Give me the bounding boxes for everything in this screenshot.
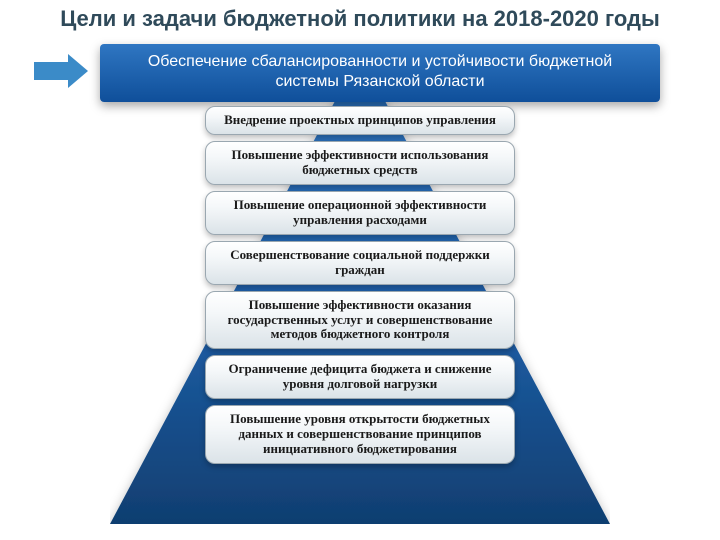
- task-item: Повышение операционной эффективности упр…: [205, 191, 515, 235]
- tasks-list: Внедрение проектных принципов управления…: [205, 106, 515, 464]
- task-item: Внедрение проектных принципов управления: [205, 106, 515, 135]
- task-item: Ограничение дефицита бюджета и снижение …: [205, 355, 515, 399]
- task-item: Повышение уровня открытости бюджетных да…: [205, 405, 515, 464]
- arrow-shaft: [34, 62, 68, 80]
- arrow-head: [68, 54, 88, 88]
- task-item: Повышение эффективности использования бю…: [205, 141, 515, 185]
- goal-banner: Обеспечение сбалансированности и устойчи…: [100, 44, 660, 102]
- page-title: Цели и задачи бюджетной политики на 2018…: [0, 0, 720, 36]
- task-item: Совершенствование социальной поддержки г…: [205, 241, 515, 285]
- task-item: Повышение эффективности оказания государ…: [205, 291, 515, 350]
